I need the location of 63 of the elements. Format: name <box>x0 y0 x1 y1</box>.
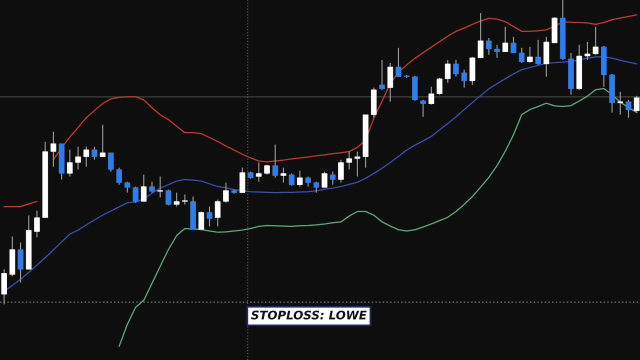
candlestick <box>478 12 484 58</box>
candlestick <box>420 99 426 118</box>
candlestick <box>108 152 114 172</box>
candlestick <box>100 124 106 158</box>
candlestick <box>592 26 598 56</box>
candlestick <box>330 171 336 186</box>
candlestick <box>626 99 632 118</box>
candlestick <box>92 146 98 160</box>
candlestick <box>338 159 344 184</box>
candlestick <box>453 59 459 78</box>
candlestick <box>182 194 188 206</box>
candlestick <box>83 146 90 168</box>
candlestick <box>634 95 640 114</box>
candlestick <box>18 242 24 283</box>
candlestick <box>436 77 442 96</box>
candlestick <box>272 144 278 178</box>
candlestick <box>387 62 394 102</box>
candlestick <box>75 146 81 170</box>
candlestick <box>396 47 402 78</box>
candlestick <box>223 182 229 204</box>
candlestick <box>280 167 286 184</box>
candlestick <box>264 164 270 176</box>
candlestick <box>428 86 434 106</box>
candlestick <box>354 150 360 178</box>
candlestick <box>313 181 320 194</box>
candlestick <box>50 131 56 168</box>
candlestick <box>214 199 221 227</box>
candlestick <box>166 189 172 206</box>
candlestick <box>34 210 40 238</box>
candlestick <box>132 186 138 204</box>
candlestick <box>584 41 590 61</box>
candlestick <box>124 181 130 194</box>
candlestick <box>412 75 418 102</box>
candlestick <box>461 69 468 88</box>
candlestick <box>346 150 352 170</box>
candlestick <box>617 91 624 116</box>
candlestick <box>288 172 294 186</box>
candlestick <box>157 176 164 198</box>
candlestick <box>444 59 451 84</box>
candlestick <box>322 171 328 188</box>
candlestick <box>140 174 147 202</box>
candlestick <box>544 36 550 78</box>
candlestick <box>518 47 525 64</box>
text: STOPLOSS: LOWE <box>251 310 367 320</box>
candlestick <box>1 268 7 305</box>
candlestick <box>116 167 122 186</box>
candlestick <box>305 176 311 188</box>
candlestick <box>66 149 73 178</box>
candlestick <box>502 26 508 52</box>
candlestick <box>149 181 155 194</box>
candlestick <box>379 59 385 90</box>
candlestick <box>174 192 180 208</box>
candlestick <box>527 46 533 64</box>
candlestick <box>470 56 476 86</box>
candlestick <box>256 162 262 182</box>
candlestick <box>297 170 303 188</box>
candlestick <box>535 39 541 66</box>
candlestick <box>494 44 500 58</box>
candlestick <box>510 36 516 54</box>
candlestick <box>198 210 204 231</box>
candlestick <box>206 206 212 227</box>
candlestick <box>486 37 492 56</box>
candlestick <box>240 167 246 194</box>
